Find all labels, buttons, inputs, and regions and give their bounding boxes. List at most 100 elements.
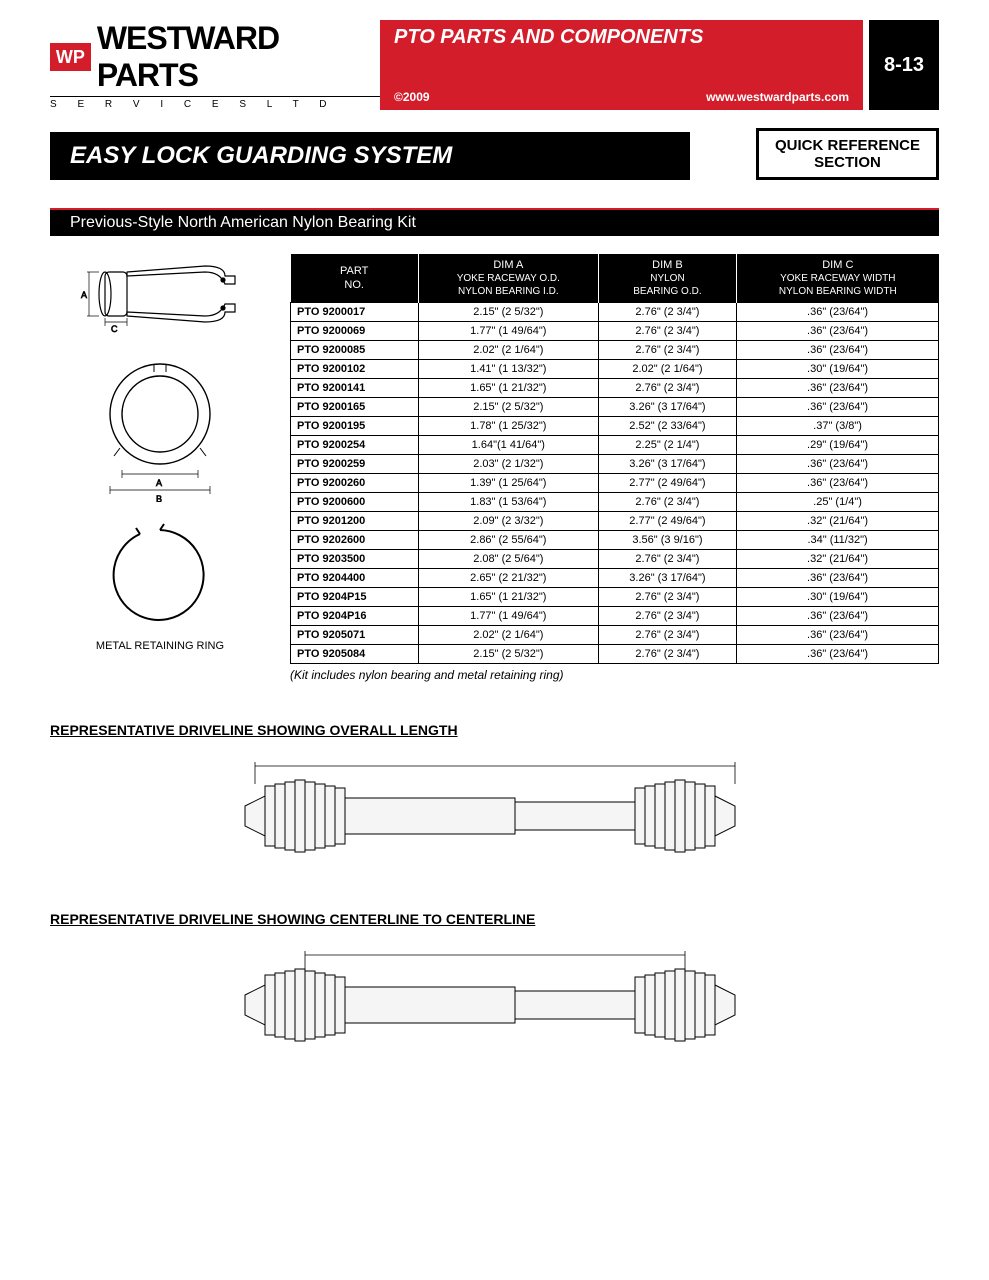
table-cell: 2.03" (2 1/32") (418, 455, 598, 474)
table-cell: .37" (3/8") (737, 417, 939, 436)
table-cell: .32" (21/64") (737, 550, 939, 569)
table-cell: 2.86" (2 55/64") (418, 531, 598, 550)
table-row: PTO 92002592.03" (2 1/32")3.26" (3 17/64… (291, 455, 939, 474)
table-cell: 2.76" (2 3/4") (598, 588, 736, 607)
brand-mark-icon: WP (50, 43, 91, 71)
col-dim-a: DIM A YOKE RACEWAY O.D. NYLON BEARING I.… (418, 254, 598, 303)
table-row: PTO 92001021.41" (1 13/32")2.02" (2 1/64… (291, 360, 939, 379)
table-cell: 2.15" (2 5/32") (418, 645, 598, 664)
driveline-overall-diagram-icon (215, 756, 775, 866)
table-cell: PTO 9200259 (291, 455, 419, 474)
table-cell: PTO 9204P16 (291, 607, 419, 626)
quick-reference-line1: QUICK REFERENCE (775, 137, 920, 154)
table-cell: 2.52" (2 33/64") (598, 417, 736, 436)
table-cell: 2.76" (2 3/4") (598, 341, 736, 360)
quick-reference-badge: QUICK REFERENCE SECTION (756, 128, 939, 180)
table-cell: 2.76" (2 3/4") (598, 550, 736, 569)
table-cell: 2.77" (2 49/64") (598, 474, 736, 493)
table-cell: PTO 9205084 (291, 645, 419, 664)
table-cell: 1.83" (1 53/64") (418, 493, 598, 512)
table-cell: PTO 9200600 (291, 493, 419, 512)
table-cell: 2.15" (2 5/32") (418, 398, 598, 417)
table-cell: PTO 9200141 (291, 379, 419, 398)
table-row: PTO 92026002.86" (2 55/64")3.56" (3 9/16… (291, 531, 939, 550)
table-cell: .34" (11/32") (737, 531, 939, 550)
table-cell: .25" (1/4") (737, 493, 939, 512)
table-cell: 1.78" (1 25/32") (418, 417, 598, 436)
svg-text:A: A (156, 478, 162, 488)
table-row: PTO 92000691.77" (1 49/64")2.76" (2 3/4"… (291, 322, 939, 341)
table-row: PTO 92035002.08" (2 5/64")2.76" (2 3/4")… (291, 550, 939, 569)
table-cell: 1.64"(1 41/64") (418, 436, 598, 455)
table-cell: 1.77" (1 49/64") (418, 322, 598, 341)
table-cell: PTO 9200102 (291, 360, 419, 379)
table-cell: 1.77" (1 49/64") (418, 607, 598, 626)
bearing-ring-diagram-icon: A B (90, 352, 230, 502)
table-cell: PTO 9204P15 (291, 588, 419, 607)
category-title: PTO PARTS AND COMPONENTS (394, 26, 849, 49)
svg-text:C: C (111, 324, 118, 334)
svg-text:B: B (156, 494, 162, 502)
table-cell: 2.76" (2 3/4") (598, 322, 736, 341)
table-row: PTO 92000852.02" (2 1/64")2.76" (2 3/4")… (291, 341, 939, 360)
table-cell: .36" (23/64") (737, 398, 939, 417)
table-cell: 1.65" (1 21/32") (418, 588, 598, 607)
svg-text:A: A (81, 290, 87, 300)
table-cell: PTO 9205071 (291, 626, 419, 645)
table-cell: 2.76" (2 3/4") (598, 645, 736, 664)
driveline-overall-title: REPRESENTATIVE DRIVELINE SHOWING OVERALL… (50, 722, 939, 738)
table-cell: 2.25" (2 1/4") (598, 436, 736, 455)
table-cell: PTO 9200165 (291, 398, 419, 417)
table-row: PTO 92000172.15" (2 5/32")2.76" (2 3/4")… (291, 303, 939, 322)
table-cell: PTO 9200195 (291, 417, 419, 436)
table-row: PTO 92002541.64"(1 41/64")2.25" (2 1/4")… (291, 436, 939, 455)
table-row: PTO 92006001.83" (1 53/64")2.76" (2 3/4"… (291, 493, 939, 512)
table-cell: .36" (23/64") (737, 455, 939, 474)
table-cell: .36" (23/64") (737, 341, 939, 360)
table-cell: 2.76" (2 3/4") (598, 626, 736, 645)
table-cell: .30" (19/64") (737, 588, 939, 607)
table-row: PTO 9204P161.77" (1 49/64")2.76" (2 3/4"… (291, 607, 939, 626)
table-cell: .36" (23/64") (737, 626, 939, 645)
table-row: PTO 92012002.09" (2 3/32")2.77" (2 49/64… (291, 512, 939, 531)
table-cell: PTO 9200069 (291, 322, 419, 341)
website-url: www.westwardparts.com (706, 90, 849, 104)
table-cell: 3.56" (3 9/16") (598, 531, 736, 550)
table-cell: .36" (23/64") (737, 303, 939, 322)
table-row: PTO 92001951.78" (1 25/32")2.52" (2 33/6… (291, 417, 939, 436)
table-cell: .36" (23/64") (737, 569, 939, 588)
table-row: PTO 92001652.15" (2 5/32")3.26" (3 17/64… (291, 398, 939, 417)
table-cell: 3.26" (3 17/64") (598, 569, 736, 588)
table-cell: 2.15" (2 5/32") (418, 303, 598, 322)
copyright: ©2009 (394, 90, 430, 104)
page-header: WP WESTWARD PARTS S E R V I C E S L T D … (50, 20, 939, 110)
retaining-ring-label: METAL RETAINING RING (50, 640, 270, 652)
brand-logo: WP WESTWARD PARTS S E R V I C E S L T D (50, 20, 380, 110)
table-cell: .32" (21/64") (737, 512, 939, 531)
table-row: PTO 92044002.65" (2 21/32")3.26" (3 17/6… (291, 569, 939, 588)
table-cell: PTO 9200260 (291, 474, 419, 493)
table-cell: 2.02" (2 1/64") (598, 360, 736, 379)
driveline-centerline-diagram-icon (215, 945, 775, 1055)
table-cell: 2.76" (2 3/4") (598, 607, 736, 626)
table-cell: .36" (23/64") (737, 322, 939, 341)
table-cell: 2.02" (2 1/64") (418, 626, 598, 645)
diagrams-column: A C A (50, 254, 270, 682)
table-cell: 1.41" (1 13/32") (418, 360, 598, 379)
subsection-title: Previous-Style North American Nylon Bear… (50, 210, 939, 236)
driveline-centerline-title: REPRESENTATIVE DRIVELINE SHOWING CENTERL… (50, 911, 939, 927)
table-row: PTO 92001411.65" (1 21/32")2.76" (2 3/4"… (291, 379, 939, 398)
table-cell: 2.76" (2 3/4") (598, 379, 736, 398)
table-cell: .36" (23/64") (737, 645, 939, 664)
section-title: EASY LOCK GUARDING SYSTEM (50, 132, 690, 180)
kit-note: (Kit includes nylon bearing and metal re… (290, 668, 939, 682)
table-row: PTO 92050712.02" (2 1/64")2.76" (2 3/4")… (291, 626, 939, 645)
retaining-ring-diagram-icon (100, 520, 220, 630)
table-cell: 2.76" (2 3/4") (598, 303, 736, 322)
table-cell: 3.26" (3 17/64") (598, 455, 736, 474)
col-dim-b: DIM B NYLON BEARING O.D. (598, 254, 736, 303)
parts-table: PART NO. DIM A YOKE RACEWAY O.D. NYLON B… (290, 254, 939, 664)
table-cell: 1.65" (1 21/32") (418, 379, 598, 398)
table-cell: PTO 9201200 (291, 512, 419, 531)
table-row: PTO 92050842.15" (2 5/32")2.76" (2 3/4")… (291, 645, 939, 664)
